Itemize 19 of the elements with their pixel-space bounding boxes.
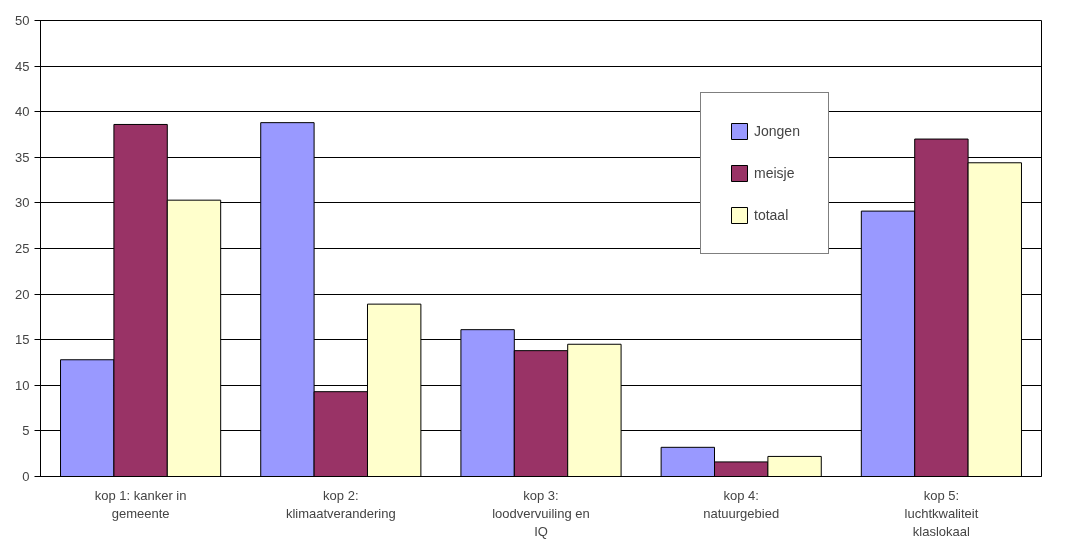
y-tick-label: 45 <box>15 58 30 74</box>
x-tick-label: kop 1: kanker in gemeente <box>94 487 187 521</box>
x-tick-label: kop 3: loodvervuiling en IQ <box>492 487 590 539</box>
legend-label: totaal <box>754 207 789 223</box>
legend-label: meisje <box>754 165 795 181</box>
y-tick-label: 20 <box>15 286 30 302</box>
y-tick-label: 50 <box>15 13 30 28</box>
x-tick-label: kop 2: klimaatverandering <box>285 487 396 521</box>
y-tick-label: 10 <box>15 377 30 393</box>
legend-label: Jongen <box>754 123 800 139</box>
y-tick-label: 40 <box>15 104 30 120</box>
y-tick-label: 25 <box>15 241 30 256</box>
y-tick-label: 35 <box>15 149 30 165</box>
x-tick-label: kop 5: luchtkwaliteit klaslokaal <box>904 487 979 539</box>
y-tick-label: 30 <box>15 195 30 211</box>
y-tick-label: 15 <box>15 332 30 348</box>
x-tick-label: kop 4: natuurgebied <box>703 487 780 521</box>
y-tick-label: 0 <box>22 469 30 484</box>
y-tick-label: 5 <box>22 423 30 439</box>
